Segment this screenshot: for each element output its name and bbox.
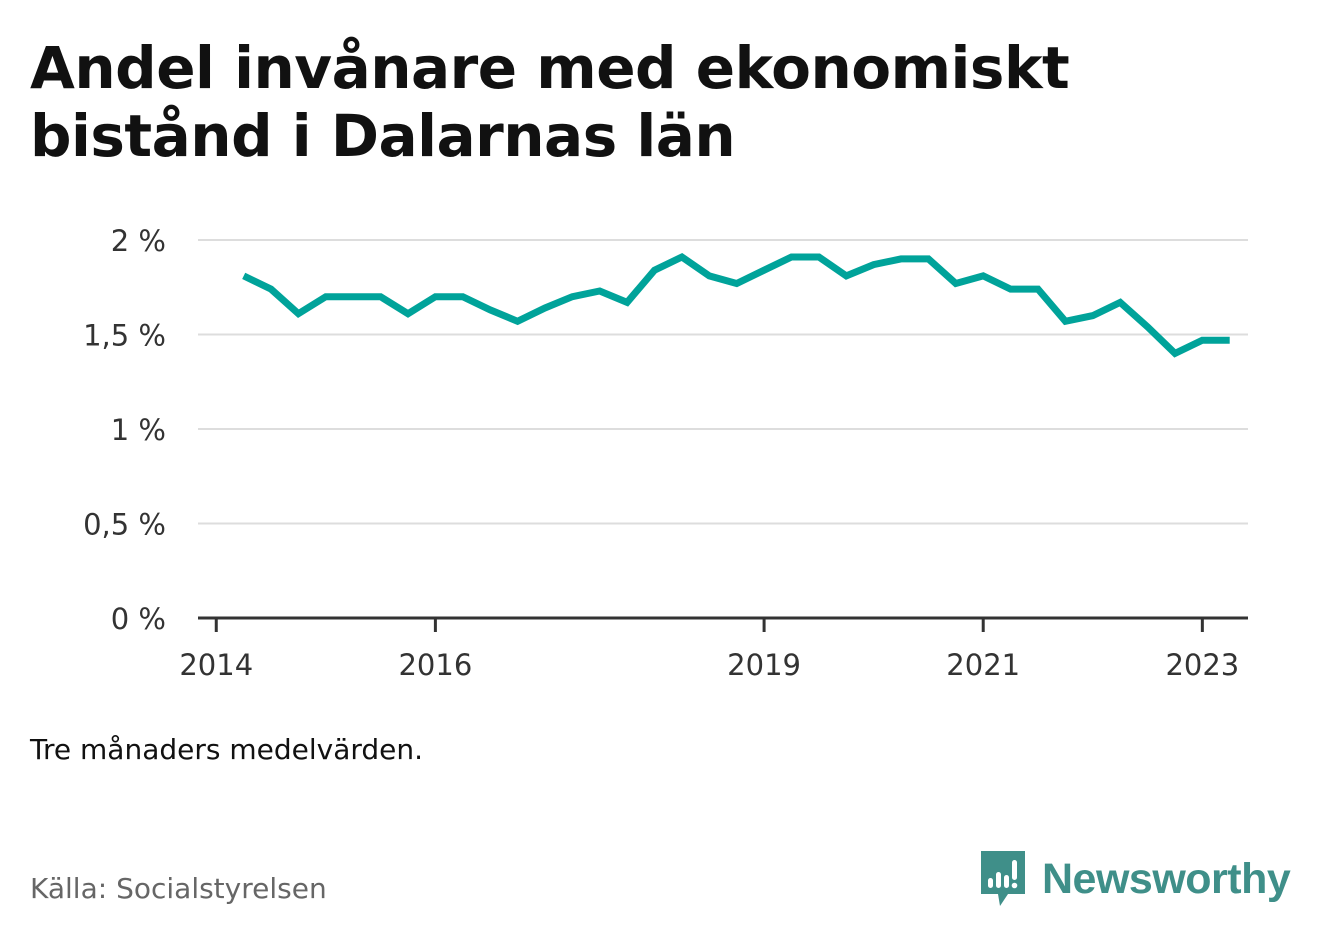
data-point [870,261,877,268]
data-point [1172,350,1179,357]
data-point [678,254,685,261]
data-point [733,280,740,287]
brand-name: Newsworthy [1042,854,1291,903]
x-tick-label: 2014 [179,648,253,682]
data-point [432,293,439,300]
data-point [268,286,275,293]
data-point [1226,337,1233,344]
y-tick-label: 1 % [111,413,166,447]
data-point [514,318,521,325]
source-credit: Källa: Socialstyrelsen [30,872,327,905]
x-tick-label: 2016 [398,648,472,682]
data-point [651,267,658,274]
x-tick-label: 2021 [946,648,1020,682]
series-line [242,252,1230,358]
x-axis: 2014 2016 2019 2021 2023 [179,616,1248,682]
data-point [624,299,631,306]
data-point [706,272,713,279]
data-point [569,293,576,300]
data-point [1199,337,1206,344]
data-point [815,254,822,261]
y-axis-tick-labels: 0 % 0,5 % 1 % 1,5 % 2 % [83,224,166,636]
data-point [925,255,932,262]
data-point [1089,312,1096,319]
data-point [952,280,959,287]
x-tick-label: 2023 [1165,648,1239,682]
data-point [1035,286,1042,293]
chart-note: Tre månaders medelvärden. [30,733,424,766]
y-tick-label: 2 % [111,224,166,258]
data-point [322,293,329,300]
data-point [980,272,987,279]
data-point [542,305,549,312]
newsworthy-logo-icon [981,851,1025,906]
data-point [405,310,412,317]
data-point [350,293,357,300]
data-point [1117,299,1124,306]
data-point [377,293,384,300]
data-point [1062,318,1069,325]
chart-title: Andel invånare med ekonomiskt bistånd i … [30,34,1070,170]
data-point [761,267,768,274]
y-tick-label: 0,5 % [83,508,166,542]
gridlines [198,239,1248,525]
data-point [1007,286,1014,293]
data-point [487,306,494,313]
line-chart: 0 % 0,5 % 1 % 1,5 % 2 % 2014 2016 2019 2021 2023 [83,224,1248,682]
data-point [843,272,850,279]
data-point [459,293,466,300]
series-layer [240,252,1233,358]
data-point [898,255,905,262]
data-point [788,254,795,261]
data-point [1144,323,1151,330]
y-tick-label: 1,5 % [83,319,166,353]
newsworthy-logo: Newsworthy [978,848,1291,910]
y-tick-label: 0 % [111,602,166,636]
data-point [596,288,603,295]
x-tick-label: 2019 [727,648,801,682]
data-point [240,272,247,279]
data-point [295,310,302,317]
